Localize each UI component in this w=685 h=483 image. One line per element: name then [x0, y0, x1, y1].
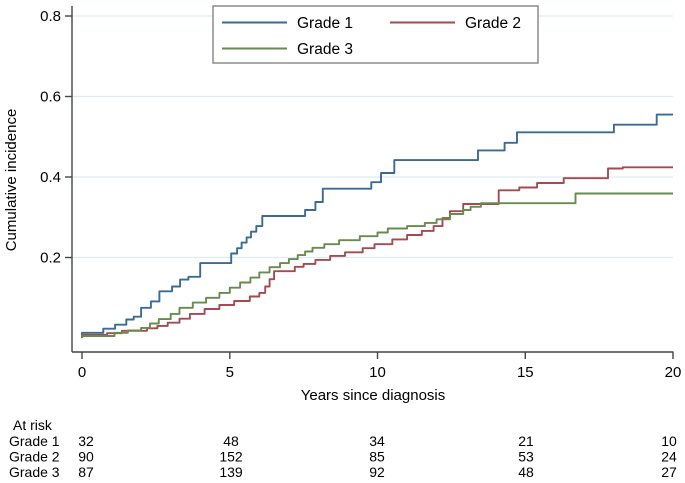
legend-entry-grade-2: Grade 2 — [390, 15, 521, 32]
at-risk-row-label: Grade 1 — [9, 433, 60, 449]
legend-label-grade-3: Grade 3 — [297, 41, 353, 58]
at-risk-value: 152 — [219, 449, 243, 465]
at-risk-value: 32 — [78, 433, 94, 449]
y-axis-title: Cumulative incidence — [3, 109, 20, 252]
legend-label-grade-1: Grade 1 — [297, 15, 353, 32]
at-risk-value: 53 — [518, 449, 534, 465]
at-risk-value: 10 — [661, 433, 677, 449]
legend-box — [212, 5, 539, 64]
at-risk-value: 139 — [219, 464, 243, 480]
x-tick-label: 20 — [665, 364, 682, 381]
x-tick-label: 10 — [369, 364, 386, 381]
at-risk-row-label: Grade 3 — [9, 464, 60, 480]
y-tick-label: 0.4 — [40, 169, 61, 186]
at-risk-value: 34 — [369, 433, 385, 449]
at-risk-value: 27 — [661, 464, 677, 480]
at-risk-value: 92 — [369, 464, 385, 480]
at-risk-value: 48 — [223, 433, 239, 449]
y-axis: 0.2 0.4 0.6 0.8 — [40, 8, 72, 267]
at-risk-value: 24 — [661, 449, 677, 465]
at-risk-value: 87 — [78, 464, 94, 480]
series-grade-1 — [81, 113, 673, 338]
at-risk-table: At risk Grade 1 32 48 34 21 10 Grade 2 90 152 85 5… — [9, 417, 677, 480]
y-tick-label: 0.6 — [40, 89, 61, 106]
x-tick-label: 5 — [226, 364, 234, 381]
at-risk-value: 21 — [518, 433, 534, 449]
legend-label-grade-2: Grade 2 — [465, 15, 521, 32]
series-grade-3 — [81, 192, 673, 338]
x-axis-title: Years since diagnosis — [301, 387, 446, 404]
at-risk-row-label: Grade 2 — [9, 449, 60, 465]
series-curves — [81, 113, 673, 338]
y-tick-label: 0.8 — [40, 8, 61, 25]
at-risk-values: Grade 1 32 48 34 21 10 Grade 2 90 152 85 53 24 Grade… — [9, 433, 677, 480]
x-axis: 0 5 10 15 20 — [78, 352, 682, 381]
legend-entry-grade-3: Grade 3 — [222, 41, 353, 58]
y-tick-label: 0.2 — [40, 250, 61, 267]
at-risk-title: At risk — [13, 417, 53, 433]
x-tick-label: 15 — [517, 364, 534, 381]
at-risk-value: 90 — [78, 449, 94, 465]
legend-entry-grade-1: Grade 1 — [222, 15, 353, 32]
at-risk-value: 48 — [518, 464, 534, 480]
x-tick-label: 0 — [78, 364, 86, 381]
at-risk-value: 85 — [369, 449, 385, 465]
legend: Grade 1 Grade 2 Grade 3 — [212, 5, 539, 64]
